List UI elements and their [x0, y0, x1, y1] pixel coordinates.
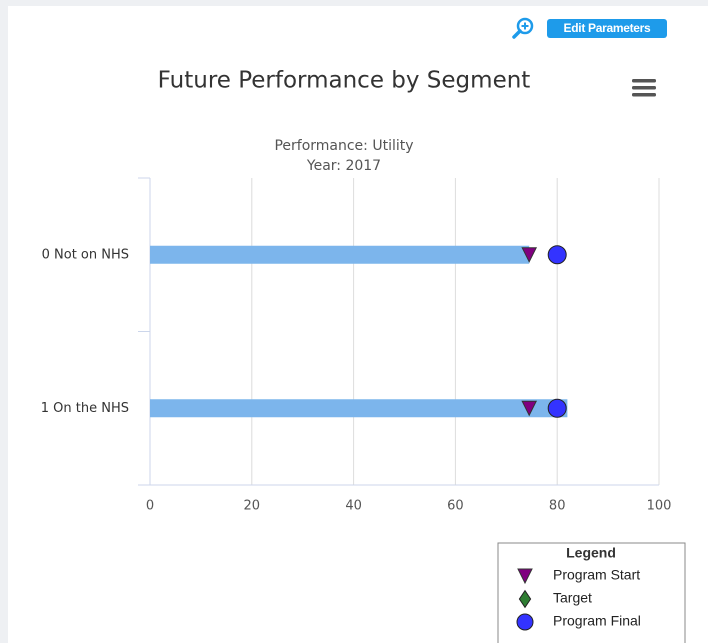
marker [547, 398, 567, 418]
x-tick-label: 60 [447, 499, 464, 514]
x-tick-label: 80 [549, 499, 566, 514]
edit-parameters-button[interactable]: Edit Parameters [547, 19, 667, 38]
legend-label: Target [553, 590, 592, 606]
x-tick-label: 0 [146, 499, 154, 514]
x-tick-label: 40 [345, 499, 362, 514]
legend-marker [516, 613, 534, 631]
chart-title: Future Performance by Segment [158, 68, 531, 94]
zoom-icon[interactable] [512, 17, 534, 39]
marker [547, 245, 567, 265]
chart-subtitle: Year: 2017 [306, 158, 381, 174]
legend-label: Program Final [553, 613, 641, 629]
bar [150, 245, 530, 264]
chart-subtitle: Performance: Utility [274, 138, 413, 154]
legend-marker [518, 589, 532, 609]
menu-icon[interactable] [632, 79, 656, 97]
marker [521, 247, 538, 263]
legend-label: Program Start [553, 567, 640, 583]
y-tick-label: 0 Not on NHS [42, 247, 129, 262]
marker [521, 400, 538, 417]
x-tick-label: 100 [647, 499, 672, 514]
x-tick-label: 20 [244, 499, 261, 514]
legend-title: Legend [566, 545, 616, 561]
panel [8, 6, 708, 643]
y-tick-label: 1 On the NHS [41, 401, 129, 416]
bar [150, 399, 568, 418]
legend-marker [517, 568, 533, 585]
